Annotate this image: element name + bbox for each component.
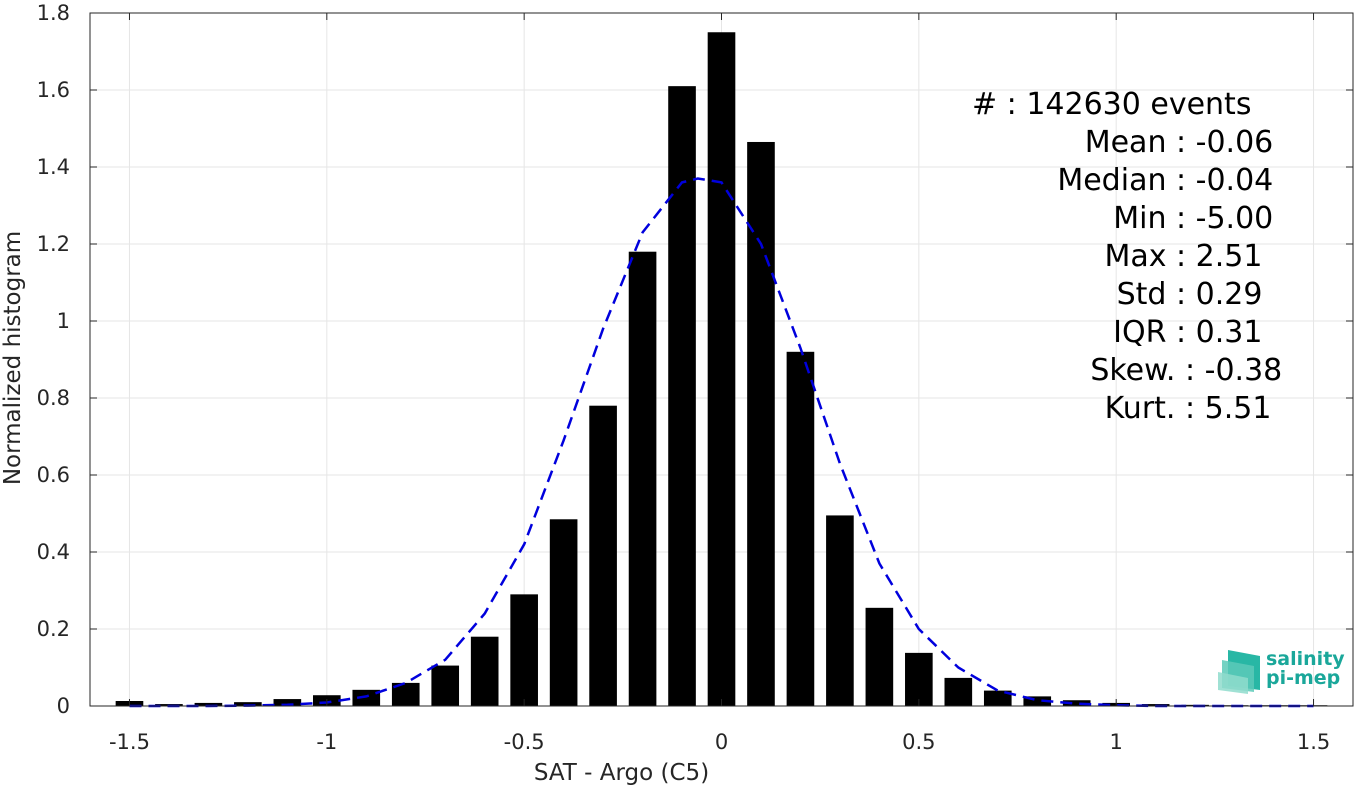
stat-line-4: Max : 2.51	[1104, 239, 1262, 274]
x-tick-label-3: 0	[715, 730, 728, 754]
bar-4	[273, 699, 302, 706]
x-tick-label-6: 1.5	[1297, 730, 1330, 754]
y-tick-label-6: 1.2	[37, 232, 70, 256]
bar-23	[1023, 696, 1052, 706]
logo-text-salinity: salinity	[1266, 648, 1345, 670]
bar-16	[747, 141, 775, 707]
fit-curve-line	[129, 177, 1314, 708]
logo-text-pi-mep: pi-mep	[1266, 667, 1340, 689]
y-axis-label: Normalized histogram	[0, 231, 26, 485]
x-tick-label-2: -0.5	[504, 730, 545, 754]
bar-14	[668, 86, 696, 706]
stat-line-6: IQR : 0.31	[1113, 315, 1262, 350]
stat-line-3: Min : -5.00	[1113, 201, 1273, 236]
y-tick-label-0: 0	[57, 694, 70, 718]
y-tick-label-1: 0.2	[37, 617, 70, 641]
x-tick-label-5: 1	[1110, 730, 1123, 754]
bar-22	[983, 690, 1012, 706]
y-tick-label-4: 0.8	[37, 386, 70, 410]
histogram-bars	[115, 32, 1328, 707]
y-tick-label-9: 1.8	[37, 1, 70, 25]
bar-12	[589, 405, 617, 706]
stat-line-0: # : 142630 events	[972, 87, 1251, 122]
bar-18	[826, 515, 854, 706]
bar-3	[234, 702, 262, 706]
bar-6	[352, 689, 381, 706]
bar-8	[431, 665, 460, 706]
bar-11	[549, 519, 578, 706]
stat-line-5: Std : 0.29	[1117, 277, 1263, 312]
y-tick-label-2: 0.4	[37, 540, 70, 564]
bar-7	[391, 682, 420, 706]
y-tick-label-7: 1.4	[37, 155, 70, 179]
bar-10	[510, 594, 538, 706]
x-tick-label-1: -1	[316, 730, 337, 754]
y-tick-label-8: 1.6	[37, 78, 70, 102]
bar-19	[865, 607, 894, 706]
bar-24	[1062, 700, 1091, 706]
bar-21	[944, 677, 973, 706]
logo-icon	[1218, 650, 1260, 694]
bar-13	[628, 251, 657, 706]
x-axis-label: SAT - Argo (C5)	[534, 760, 709, 786]
bar-15	[707, 32, 736, 706]
bar-17	[786, 351, 815, 706]
x-tick-label-4: 0.5	[902, 730, 935, 754]
x-axis-ticks: -1.5 -1 -0.5 0 0.5 1 1.5	[109, 13, 1330, 754]
y-axis-ticks: 0 0.2 0.4 0.6 0.8 1 1.2 1.4 1.6 1.8	[37, 1, 1353, 718]
bar-20	[905, 652, 933, 706]
x-tick-label-0: -1.5	[109, 730, 150, 754]
y-tick-label-5: 1	[57, 309, 70, 333]
stat-line-2: Median : -0.04	[1057, 163, 1273, 198]
stat-line-7: Skew. : -0.38	[1090, 353, 1282, 388]
bar-9	[470, 636, 499, 706]
fit-curve-layer	[129, 177, 1314, 708]
bar-2	[194, 702, 223, 706]
y-tick-label-3: 0.6	[37, 463, 70, 487]
stat-line-8: Kurt. : 5.51	[1105, 391, 1272, 426]
salinity-pi-mep-logo: salinity pi-mep	[1218, 648, 1345, 694]
stat-line-1: Mean : -0.06	[1085, 125, 1274, 160]
